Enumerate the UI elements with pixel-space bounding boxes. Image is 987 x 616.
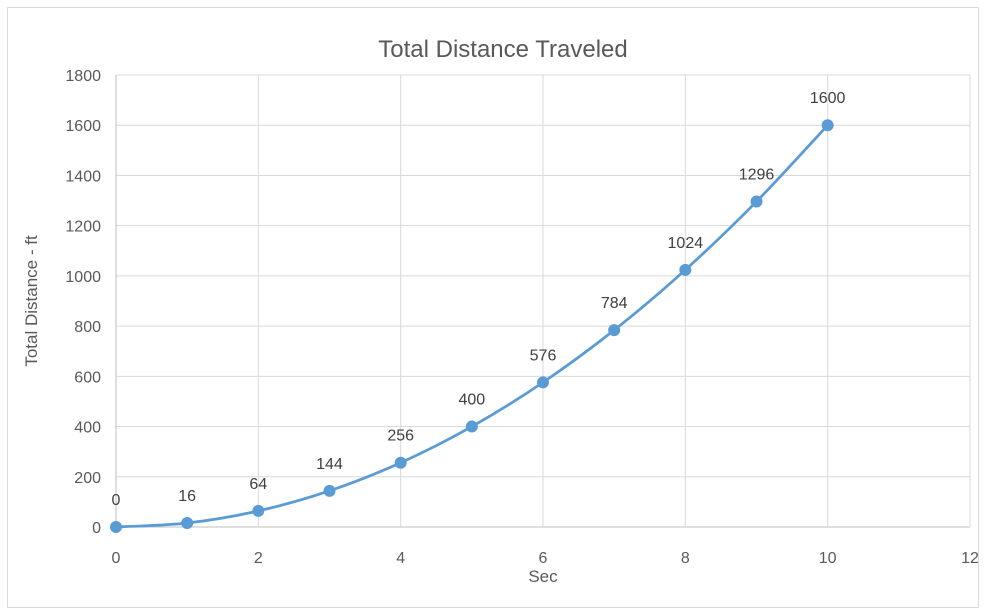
data-label: 1600 xyxy=(810,90,846,107)
y-tick-label: 200 xyxy=(74,470,101,487)
x-tick-label: 10 xyxy=(819,550,837,567)
data-label: 576 xyxy=(530,347,557,364)
data-point xyxy=(323,484,336,497)
x-tick-label: 2 xyxy=(254,550,263,567)
data-label: 0 xyxy=(112,492,121,509)
data-point xyxy=(110,521,122,533)
data-label: 16 xyxy=(178,488,196,505)
data-label: 64 xyxy=(249,476,267,493)
y-tick-label: 0 xyxy=(92,520,101,537)
data-point xyxy=(465,420,478,433)
y-tick-label: 400 xyxy=(74,420,101,437)
x-tick-label: 6 xyxy=(539,550,548,567)
x-axis-label: Sec xyxy=(528,567,558,586)
y-tick-label: 800 xyxy=(74,319,101,336)
data-point xyxy=(537,376,549,389)
data-points xyxy=(110,119,834,533)
y-tick-label: 1800 xyxy=(65,68,101,85)
y-tick-label: 1600 xyxy=(65,118,101,135)
data-point xyxy=(679,263,692,276)
x-tick-label: 8 xyxy=(681,550,690,567)
y-tick-label: 1200 xyxy=(65,219,101,236)
y-tick-label: 1400 xyxy=(65,168,101,185)
x-tick-label: 0 xyxy=(112,550,121,567)
data-label: 400 xyxy=(458,392,485,409)
data-label: 1296 xyxy=(739,167,775,184)
chart-frame xyxy=(7,7,979,608)
series-line xyxy=(115,124,829,529)
gridlines xyxy=(115,74,971,528)
y-tick-label: 1000 xyxy=(65,269,101,286)
data-label: 1024 xyxy=(668,235,704,252)
data-labels: 0 16 64 144 256 400 576 784 1024 1296 1600 xyxy=(112,90,846,509)
data-point xyxy=(821,119,834,132)
data-point xyxy=(181,516,194,529)
data-point xyxy=(608,324,621,337)
data-label: 784 xyxy=(601,295,628,312)
tick-labels: 0 200 400 600 800 1000 1200 1400 1600 1800 0 2 4 6 8 10… xyxy=(65,68,979,567)
data-label: 144 xyxy=(316,456,343,473)
x-tick-label: 4 xyxy=(396,550,405,567)
y-axis-label: Total Distance - ft xyxy=(22,235,41,367)
x-tick-label: 12 xyxy=(961,550,979,567)
y-tick-label: 600 xyxy=(74,369,101,386)
chart-title: Total Distance Traveled xyxy=(378,36,627,63)
data-point xyxy=(750,195,763,208)
data-label: 256 xyxy=(387,428,414,445)
data-point xyxy=(252,504,265,517)
data-point xyxy=(394,456,407,469)
